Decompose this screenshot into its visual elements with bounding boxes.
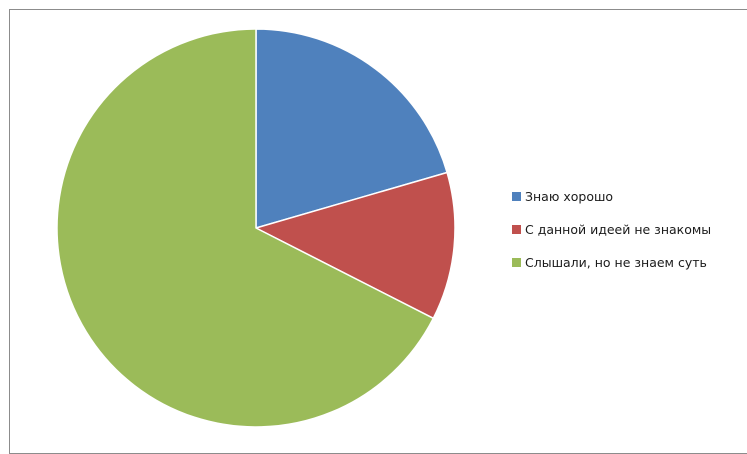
legend-item-know-well: Знаю хорошо <box>512 188 711 205</box>
pie-slice-not-familiar <box>255 171 456 320</box>
legend-label: С данной идеей не знакомы <box>525 222 712 237</box>
chart-legend: Знаю хорошо С данной идеей не знакомы Сл… <box>512 188 711 287</box>
legend-item-not-familiar: С данной идеей не знакомы <box>512 221 711 238</box>
legend-item-heard-but-unknown: Слышали, но не знаем суть <box>512 254 711 271</box>
legend-swatch <box>512 258 521 267</box>
pie-slices <box>56 28 456 428</box>
legend-swatch <box>512 225 521 234</box>
legend-label: Знаю хорошо <box>525 189 614 204</box>
legend-label: Слышали, но не знаем суть <box>525 255 707 270</box>
legend-swatch <box>512 192 521 201</box>
pie-slice-heard-but-unknown <box>56 28 435 428</box>
pie-slice-know-well <box>255 28 448 229</box>
